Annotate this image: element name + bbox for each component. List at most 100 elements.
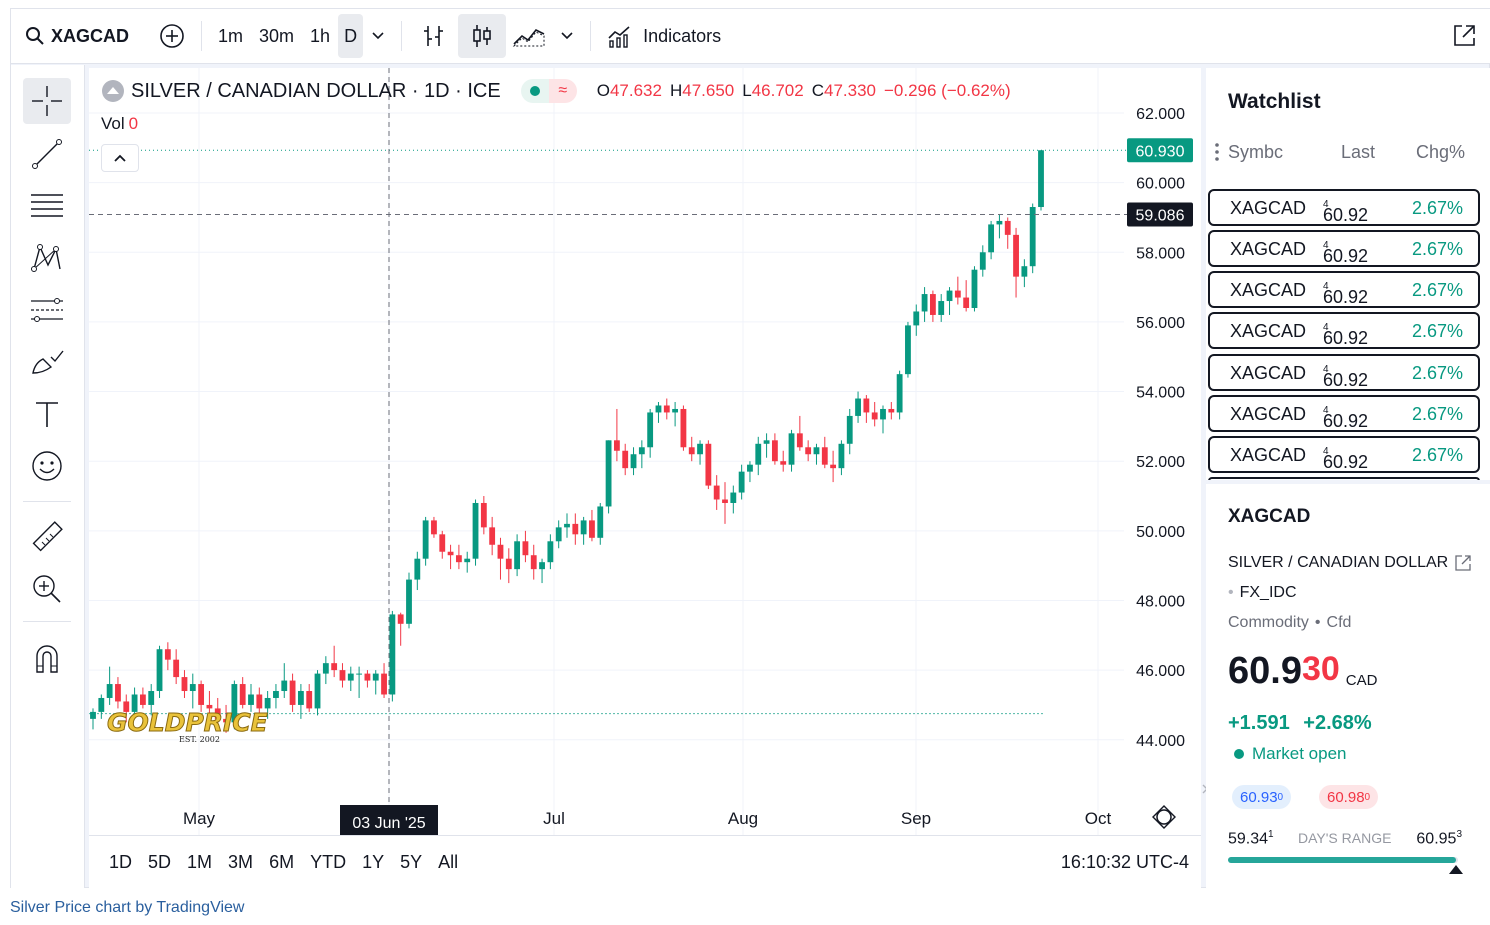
detail-currency: CAD	[1345, 672, 1378, 689]
market-status-pill[interactable]: ≈	[520, 79, 577, 103]
range-1m[interactable]: 1M	[187, 851, 213, 872]
range-all[interactable]: All	[438, 851, 459, 872]
emoji-tool[interactable]	[23, 443, 71, 489]
chart-pane[interactable]: 62.000 60.000 58.000 56.000 54.000 52.000 50.0…	[89, 68, 1201, 888]
range-5d[interactable]: 5D	[148, 851, 172, 872]
candle-body	[630, 454, 637, 469]
candle-body	[539, 562, 545, 570]
candle-body	[1004, 220, 1011, 235]
candle-body	[796, 433, 803, 448]
interval-1h[interactable]: 1h	[310, 25, 331, 46]
detail-price-main: 60.9	[1228, 650, 1302, 692]
watchlist-row[interactable]: XAGCAD 60.92 4 2.67%	[1208, 189, 1480, 226]
footer-attribution-link[interactable]: Silver Price chart by TradingView	[10, 899, 245, 916]
watchlist-row[interactable]: XAGCAD 60.92 4 2.67%	[1208, 395, 1480, 432]
crosshair-tool[interactable]	[23, 78, 71, 124]
candle-body	[306, 691, 313, 709]
symbol-search[interactable]: XAGCAD	[17, 14, 137, 58]
clock-timezone[interactable]: 16:10:32 UTC-4	[1060, 852, 1189, 872]
plus-circle-icon	[159, 23, 185, 49]
chart-settings-icon[interactable]	[1152, 805, 1176, 829]
chart-type-dropdown[interactable]	[552, 14, 582, 58]
candle-body	[730, 492, 737, 503]
range-3m[interactable]: 3M	[228, 851, 254, 872]
drag-handle-icon[interactable]	[1214, 142, 1220, 162]
ask-pill[interactable]: 60.98 0	[1319, 785, 1379, 809]
separator	[401, 21, 403, 51]
indicators-label: Indicators	[643, 25, 722, 46]
detail-exchange-row: • FX_IDC	[1228, 584, 1297, 601]
watchlist-row[interactable]: XAGCAD 60.92 4 2.67%	[1208, 436, 1480, 473]
candle-body	[181, 677, 188, 692]
col-last[interactable]: Last	[1341, 142, 1376, 162]
brush-tool[interactable]	[23, 339, 71, 385]
detail-subcategory: Cfd	[1326, 614, 1352, 631]
candle-body	[389, 614, 396, 695]
col-chg[interactable]: Chg%	[1416, 142, 1466, 162]
col-symbol[interactable]: Symbc	[1228, 142, 1284, 162]
range-ytd[interactable]: YTD	[310, 851, 347, 872]
candles-style-button[interactable]	[458, 14, 507, 58]
watchlist-row[interactable]: XAGCAD 60.92 4 2.67%	[1208, 230, 1480, 267]
y-tick-label: 58.000	[1136, 245, 1185, 262]
row-symbol: XAGCAD	[1230, 280, 1307, 300]
candle-body	[472, 502, 479, 559]
horizontal-lines-icon	[29, 189, 65, 223]
row-symbol: XAGCAD	[1230, 321, 1307, 341]
detail-change-row: +1.591 +2.68%	[1228, 712, 1372, 735]
range-1d[interactable]: 1D	[109, 851, 133, 872]
zoom-tool[interactable]	[23, 566, 71, 612]
watchlist-row[interactable]: XAGCAD 60.92 4 2.67%	[1208, 354, 1480, 391]
interval-dropdown[interactable]	[363, 14, 393, 58]
candle-body	[139, 694, 146, 705]
watchlist-title[interactable]: Watchlist	[1228, 90, 1321, 113]
trendline-tool[interactable]	[23, 131, 71, 177]
bid-value: 60.93	[1240, 788, 1278, 806]
watchlist-row[interactable]: XAGCAD 60.92 4 2.67%	[1208, 271, 1480, 308]
separator	[23, 501, 71, 502]
silver-logo-icon	[101, 79, 125, 103]
magnet-tool[interactable]	[23, 636, 71, 682]
interval-30m[interactable]: 30m	[259, 25, 295, 46]
candle-body	[921, 294, 928, 312]
compare-button[interactable]	[151, 14, 193, 58]
collapse-legend-button[interactable]	[101, 144, 139, 172]
external-link-icon[interactable]	[1454, 554, 1472, 572]
text-tool[interactable]	[23, 391, 71, 437]
candle-body	[830, 464, 837, 469]
top-toolbar: XAGCAD 1m 30m 1h D	[11, 9, 1490, 64]
candle-body	[713, 485, 720, 500]
pattern-tool[interactable]	[23, 235, 71, 281]
candle-body	[821, 447, 828, 465]
fib-tool[interactable]	[23, 183, 71, 229]
area-style-button[interactable]	[506, 14, 552, 58]
candle-body	[788, 433, 795, 465]
forecast-tool[interactable]	[23, 287, 71, 333]
range-1y[interactable]: 1Y	[362, 851, 385, 872]
symbol-details: XAGCAD SILVER / CANADIAN DOLLAR • FX_IDC …	[1206, 480, 1490, 888]
interval-d[interactable]: D	[338, 14, 364, 58]
measure-tool[interactable]	[23, 514, 71, 560]
drawing-toolbar	[11, 65, 85, 888]
x-tick-label: Aug	[728, 809, 758, 828]
y-tick-label: 46.000	[1136, 663, 1185, 680]
candle-body	[871, 412, 878, 420]
watchlist-row-partial[interactable]	[1208, 477, 1480, 481]
detail-exchange[interactable]: FX_IDC	[1239, 584, 1297, 601]
candle-body	[364, 673, 371, 681]
bid-pill[interactable]: 60.93 0	[1232, 785, 1292, 809]
range-6m[interactable]: 6M	[269, 851, 295, 872]
detail-name[interactable]: SILVER / CANADIAN DOLLAR	[1228, 554, 1449, 571]
candlestick-chart[interactable]: 62.000 60.000 58.000 56.000 54.000 52.000 50.0…	[89, 68, 1201, 835]
range-5y[interactable]: 5Y	[400, 851, 423, 872]
interval-1m[interactable]: 1m	[218, 25, 244, 46]
open-external-button[interactable]	[1443, 14, 1485, 58]
bar-style-button[interactable]	[410, 14, 458, 58]
watchlist-row[interactable]: XAGCAD 60.92 4 2.67%	[1208, 312, 1480, 349]
candle-body	[613, 440, 620, 451]
row-chg: 2.67%	[1412, 239, 1464, 259]
candle-body	[880, 408, 886, 420]
search-icon	[25, 26, 45, 46]
indicators-button[interactable]: Indicators	[599, 14, 729, 58]
detail-price-frac: 30	[1301, 650, 1340, 688]
